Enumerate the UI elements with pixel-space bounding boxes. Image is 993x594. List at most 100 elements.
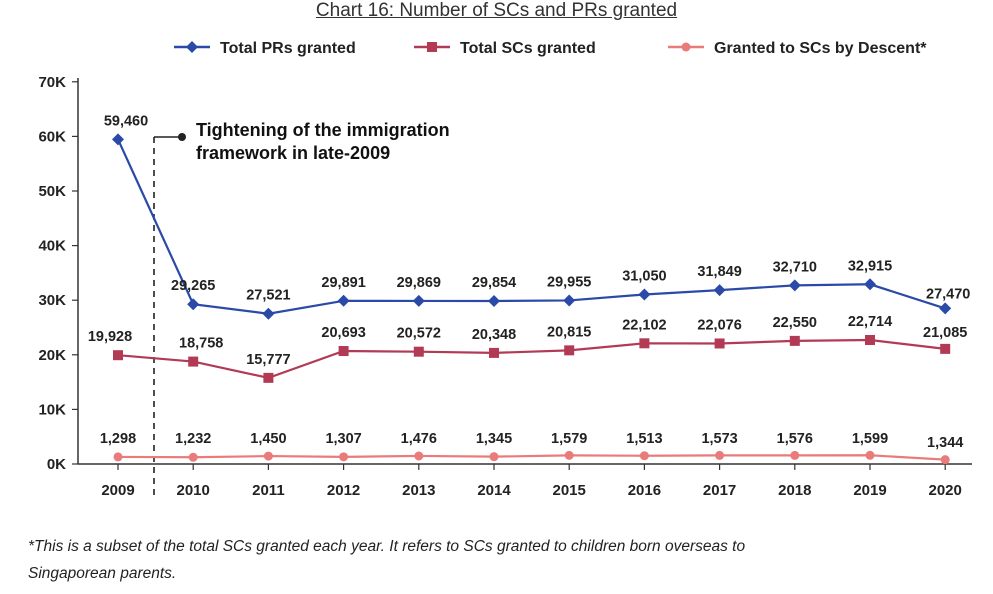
series-2: [113, 450, 950, 465]
data-point: [864, 278, 876, 291]
series-line: [116, 138, 946, 315]
data-point: [939, 302, 952, 315]
y-tick-label: 60K: [38, 128, 66, 145]
chart-title: Chart 16: Number of SCs and PRs granted: [315, 0, 678, 21]
data-point: [263, 451, 273, 461]
data-label: 1,476: [401, 431, 437, 447]
x-tick-label: 2009: [101, 482, 134, 499]
data-point: [865, 450, 875, 460]
data-label: 1,579: [551, 431, 587, 447]
data-label: 1,344: [927, 435, 963, 451]
data-label: 1,513: [626, 431, 662, 447]
data-label: 20,815: [547, 324, 591, 340]
data-label: 1,576: [777, 431, 813, 447]
data-point: [338, 346, 349, 357]
data-point: [337, 294, 350, 307]
series-1: [113, 334, 951, 383]
data-label: 29,955: [547, 274, 591, 290]
x-tick-label: 2010: [177, 482, 210, 499]
data-point: [638, 288, 651, 301]
data-label: 29,854: [472, 275, 516, 291]
y-tick-label: 0K: [47, 456, 66, 473]
data-label: 29,265: [171, 278, 215, 294]
data-label: 21,085: [923, 325, 967, 341]
x-tick-label: 2013: [402, 482, 435, 499]
data-point: [412, 294, 425, 307]
data-label: 1,345: [476, 431, 512, 447]
x-tick-label: 2020: [929, 482, 962, 499]
series-line: [117, 454, 946, 461]
y-tick-label: 20K: [38, 347, 66, 364]
x-tick-label: 2016: [628, 482, 661, 499]
data-label: 31,849: [697, 264, 741, 280]
data-point: [713, 284, 726, 297]
series-line: [117, 338, 946, 379]
annotation: Tightening of the immigration framework i…: [153, 120, 450, 495]
legend-label: Total PRs granted: [220, 40, 356, 57]
data-point: [639, 338, 650, 349]
data-point: [790, 450, 800, 460]
y-tick-label: 30K: [38, 292, 66, 309]
x-tick-label: 2018: [778, 482, 811, 499]
data-label: 1,599: [852, 431, 888, 447]
data-label: 1,573: [701, 431, 737, 447]
y-tick-label: 10K: [38, 401, 66, 418]
data-point: [188, 452, 198, 462]
x-tick-label: 2015: [553, 482, 586, 499]
data-point: [489, 452, 499, 462]
data-point: [681, 42, 691, 52]
data-label: 31,050: [622, 268, 666, 284]
data-label: 1,307: [325, 431, 361, 447]
series-0: [112, 133, 952, 320]
y-tick-label: 50K: [38, 183, 66, 200]
y-tick-label: 70K: [38, 74, 66, 91]
data-point: [414, 451, 424, 461]
data-label: 29,891: [321, 275, 365, 291]
data-label: 22,102: [622, 317, 666, 333]
data-point: [263, 372, 274, 383]
series-layer: [112, 133, 952, 465]
data-label: 1,298: [100, 431, 136, 447]
data-label: 20,572: [397, 326, 441, 342]
data-point: [112, 133, 124, 146]
data-label: 22,076: [697, 317, 741, 333]
data-label: 22,714: [848, 314, 892, 330]
data-point: [789, 335, 800, 346]
data-point: [940, 455, 950, 465]
data-point: [563, 294, 576, 307]
data-labels: 59,460 29,265 27,521 29,891 29,869 29,854 29,9…: [88, 113, 971, 451]
footnote-line-1: *This is a subset of the total SCs grant…: [28, 538, 746, 555]
data-point: [564, 450, 574, 460]
data-label: 22,550: [773, 315, 817, 331]
data-label: 18,758: [179, 336, 223, 352]
data-point: [413, 346, 424, 357]
x-tick-label: 2019: [853, 482, 886, 499]
data-point: [865, 334, 875, 345]
data-point: [488, 294, 500, 307]
data-point: [427, 42, 437, 52]
data-point: [113, 350, 123, 361]
data-label: 1,232: [175, 431, 211, 447]
footnote: *This is a subset of the total SCs grant…: [28, 533, 978, 587]
data-point: [564, 345, 575, 356]
data-label: 32,915: [848, 258, 892, 274]
annotation-text-line-2: framework in late-2009: [196, 143, 390, 163]
chart-canvas: Total PRs granted Total SCs granted Grante…: [38, 40, 972, 499]
legend-label: Granted to SCs by Descent*: [714, 40, 927, 57]
data-label: 59,460: [104, 113, 148, 129]
y-tick-label: 40K: [38, 238, 66, 255]
data-point: [489, 347, 499, 358]
data-label: 27,521: [246, 288, 290, 304]
data-point: [187, 298, 200, 311]
data-point: [788, 279, 801, 292]
data-label: 32,710: [773, 259, 817, 275]
data-point: [186, 41, 198, 53]
data-label: 20,348: [472, 327, 516, 343]
legend-label: Total SCs granted: [460, 40, 596, 57]
data-point: [940, 343, 951, 354]
data-label: 27,470: [926, 286, 970, 302]
data-label: 20,693: [321, 325, 365, 341]
data-point: [715, 450, 725, 460]
x-tick-label: 2011: [252, 482, 285, 499]
data-label: 29,869: [397, 275, 441, 291]
